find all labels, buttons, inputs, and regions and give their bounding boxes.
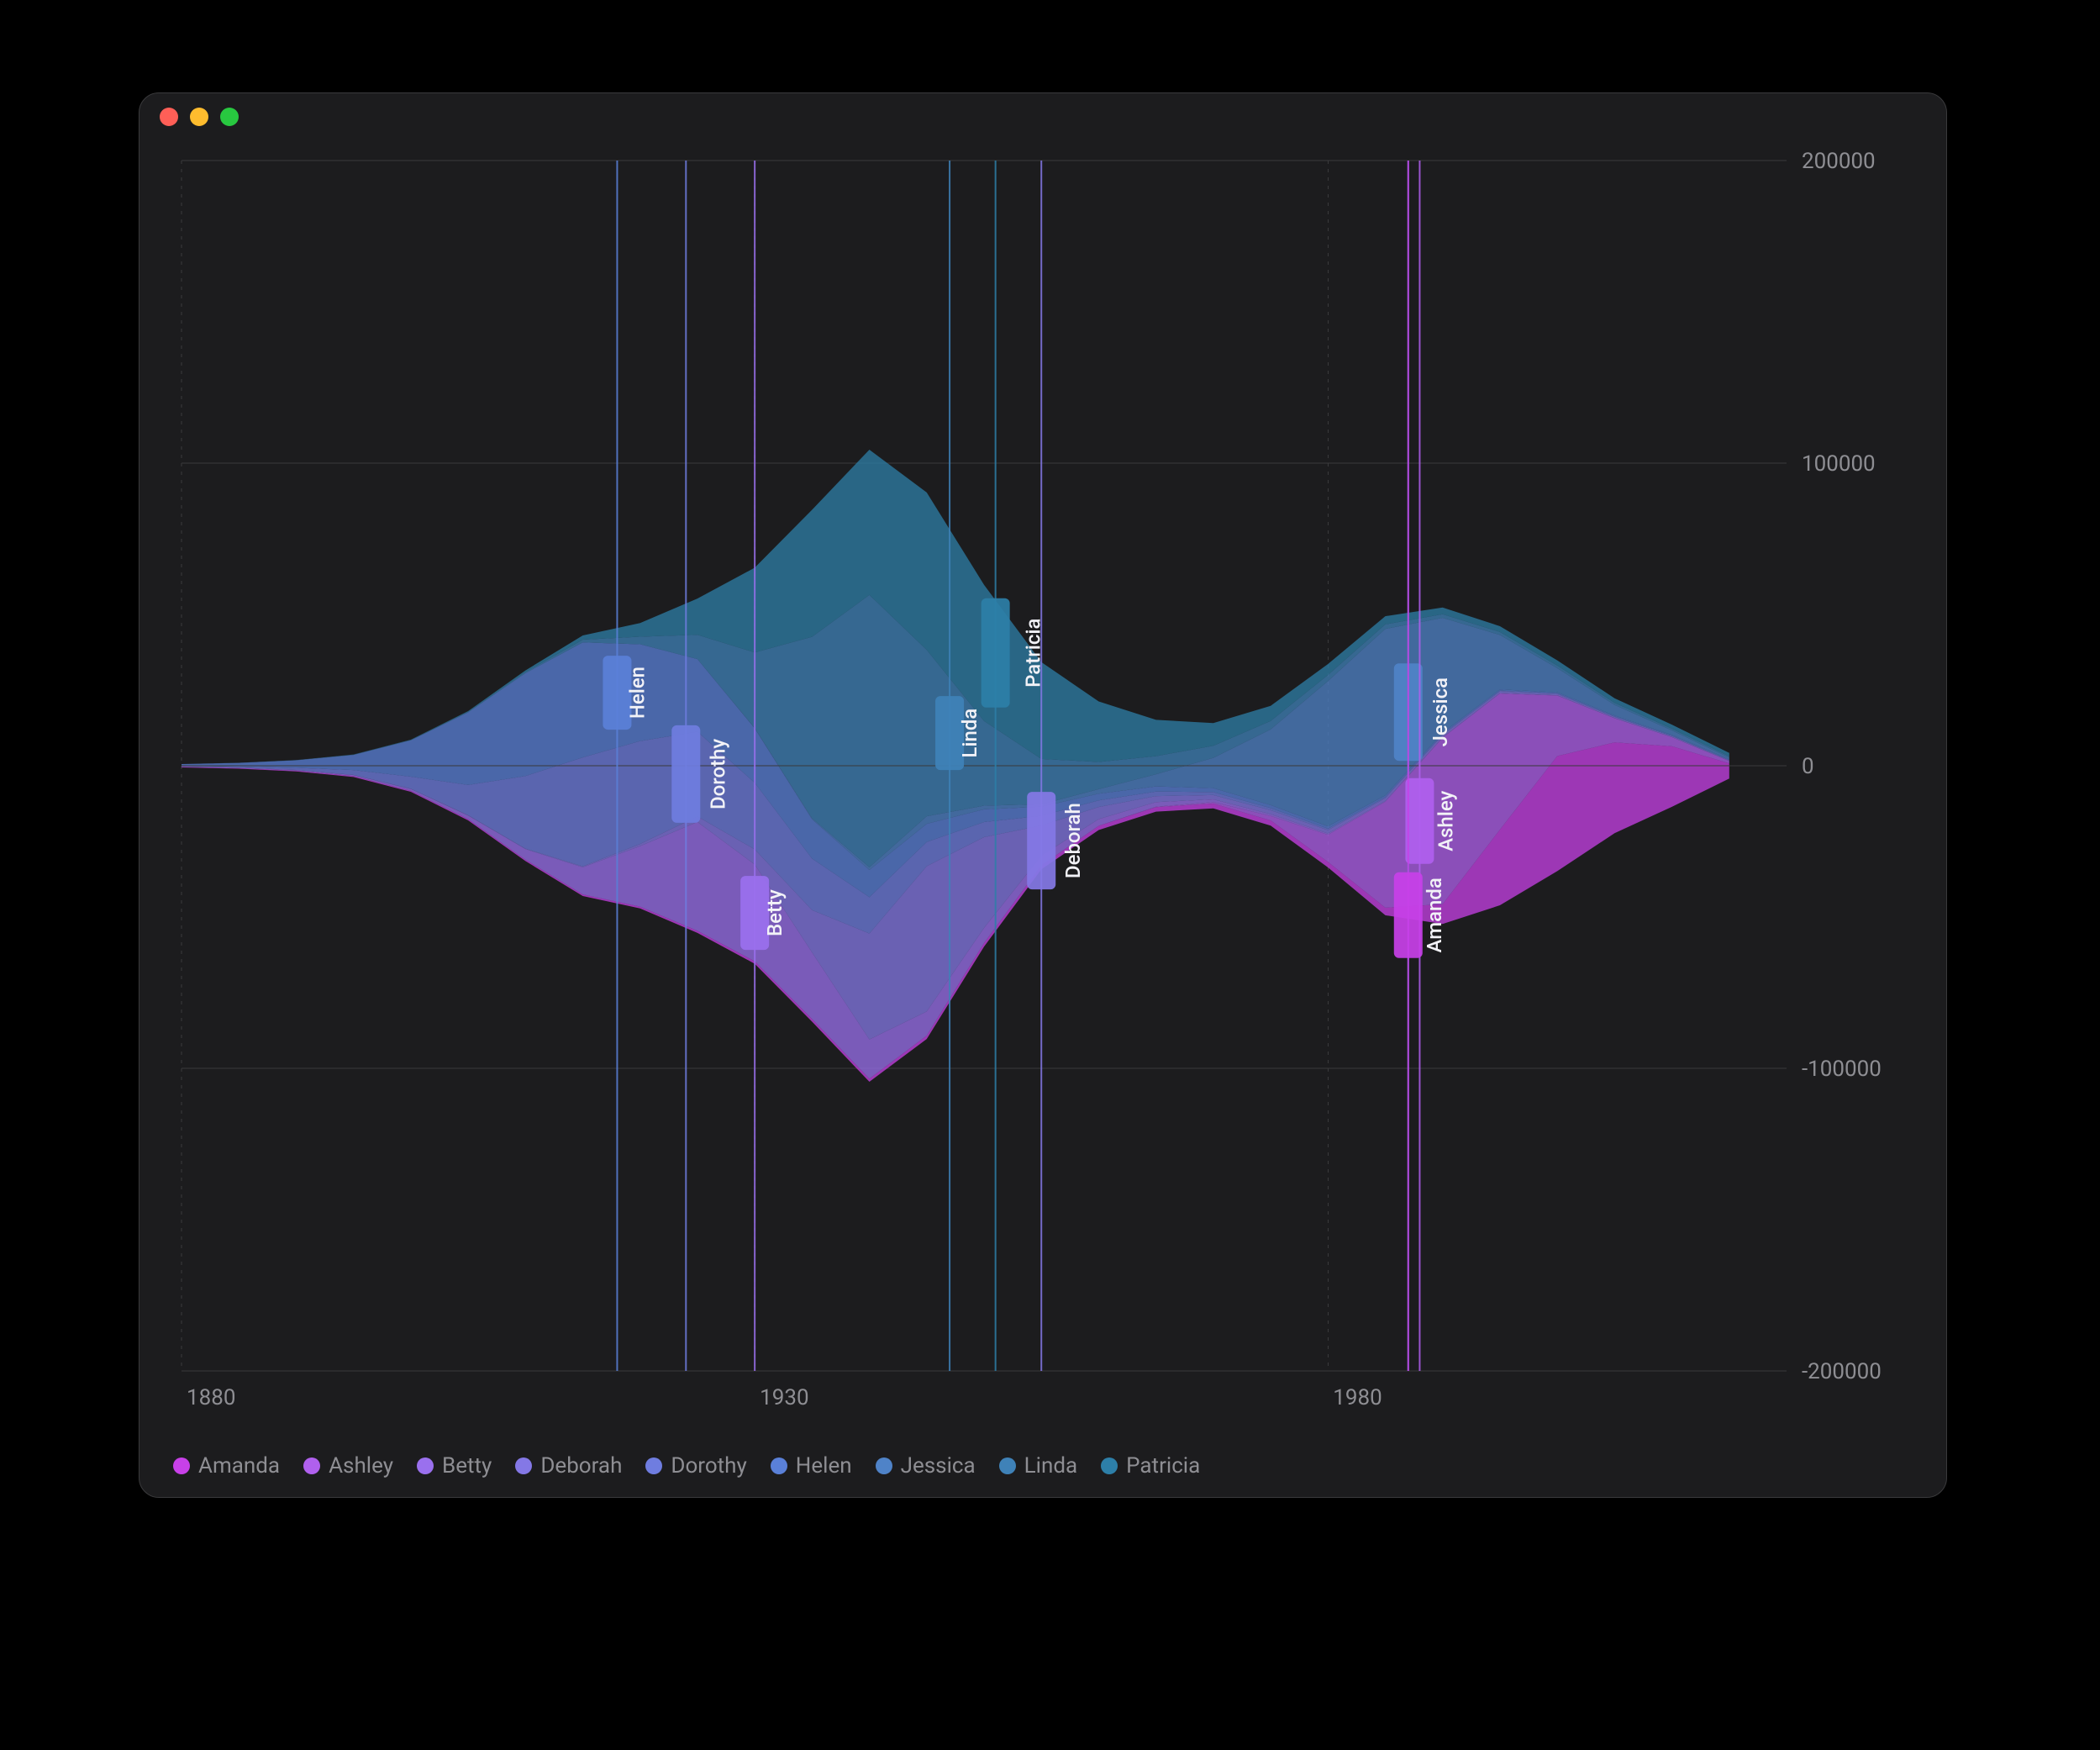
legend-item-dorothy[interactable]: Dorothy [645,1453,746,1479]
legend-swatch [876,1457,892,1474]
legend-item-linda[interactable]: Linda [999,1453,1078,1479]
legend-label: Amanda [198,1453,280,1479]
legend-label: Deborah [540,1453,622,1479]
y-tick-label: 0 [1802,754,1814,779]
y-tick-label: -200000 [1802,1359,1882,1384]
streamgraph-svg: -200000 -100000 0 100000 200000 1880 1930 1980 H… [173,152,1913,1447]
legend-label: Jessica [901,1453,976,1479]
y-tick-label: -100000 [1802,1057,1882,1082]
svg-text:Linda: Linda [958,709,982,758]
x-tick-label: 1980 [1333,1385,1382,1410]
svg-text:Amanda: Amanda [1423,878,1446,952]
legend-label: Helen [796,1453,852,1479]
close-button[interactable] [160,108,178,126]
peak-label-helen: Helen [603,656,649,730]
legend-label: Ashley [329,1453,393,1479]
legend-item-betty[interactable]: Betty [417,1453,492,1479]
zoom-button[interactable] [220,108,239,126]
legend-label: Betty [442,1453,492,1479]
legend-swatch [303,1457,320,1474]
svg-text:Betty: Betty [763,889,787,936]
legend-item-patricia[interactable]: Patricia [1101,1453,1200,1479]
viewport: -200000 -100000 0 100000 200000 1880 1930 1980 H… [0,0,2100,1750]
svg-text:Helen: Helen [625,667,649,719]
y-tick-label: 200000 [1802,152,1876,174]
legend-label: Dorothy [671,1453,746,1479]
titlebar [139,93,1946,140]
legend-swatch [515,1457,532,1474]
legend-swatch [645,1457,662,1474]
peak-label-ashley: Ashley [1405,778,1457,864]
x-tick-label: 1880 [187,1385,235,1410]
legend: Amanda Ashley Betty Deborah Dorothy Helen Jess… [173,1453,1200,1479]
legend-item-helen[interactable]: Helen [771,1453,852,1479]
legend-label: Linda [1024,1453,1078,1479]
svg-text:Jessica: Jessica [1429,677,1452,746]
legend-swatch [417,1457,434,1474]
legend-swatch [999,1457,1016,1474]
x-tick-label: 1930 [760,1385,808,1410]
legend-swatch [771,1457,787,1474]
legend-item-ashley[interactable]: Ashley [303,1453,393,1479]
window: -200000 -100000 0 100000 200000 1880 1930 1980 H… [139,92,1947,1498]
legend-swatch [173,1457,190,1474]
legend-item-jessica[interactable]: Jessica [876,1453,976,1479]
legend-item-deborah[interactable]: Deborah [515,1453,622,1479]
legend-swatch [1101,1457,1118,1474]
svg-text:Ashley: Ashley [1434,790,1457,851]
y-tick-label: 100000 [1802,451,1876,477]
legend-item-amanda[interactable]: Amanda [173,1453,280,1479]
legend-label: Patricia [1126,1453,1200,1479]
svg-text:Dorothy: Dorothy [706,739,729,809]
minimize-button[interactable] [190,108,208,126]
chart: -200000 -100000 0 100000 200000 1880 1930 1980 H… [173,152,1913,1472]
svg-text:Deborah: Deborah [1061,803,1085,878]
peak-label-amanda: Amanda [1394,872,1446,958]
